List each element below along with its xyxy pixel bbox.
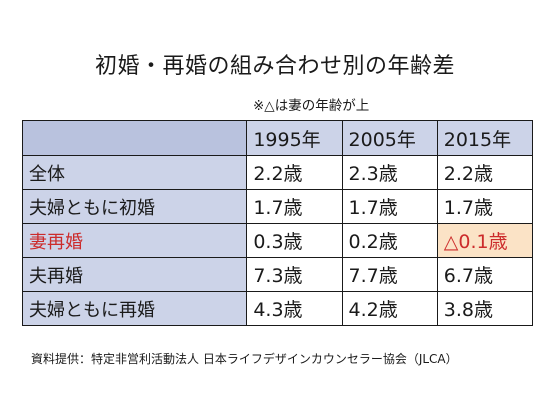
table-row: 夫婦ともに再婚 4.3歳 4.2歳 3.8歳 [21, 291, 534, 326]
table-cell: 2.2歳 [246, 155, 343, 190]
table-cell: 1.7歳 [341, 189, 438, 224]
table-row: 全体 2.2歳 2.3歳 2.2歳 [21, 155, 534, 190]
footnote-note: ※△は妻の年齢が上 [253, 98, 370, 114]
table-cell: 4.2歳 [341, 291, 438, 326]
table-row: 妻再婚 0.3歳 0.2歳 △0.1歳 [21, 223, 534, 258]
table-cell: 0.3歳 [246, 223, 343, 258]
row-label: 全体 [21, 155, 248, 190]
row-label: 夫再婚 [21, 257, 248, 292]
table-row: 夫再婚 7.3歳 7.7歳 6.7歳 [21, 257, 534, 292]
row-label: 夫婦ともに初婚 [21, 189, 248, 224]
table-cell: 3.8歳 [436, 291, 534, 326]
table-cell: 0.2歳 [341, 223, 438, 258]
table-cell: 1.7歳 [436, 189, 534, 224]
highlighted-cell: △0.1歳 [436, 223, 534, 258]
table-cell: 4.3歳 [246, 291, 343, 326]
table-cell: 2.2歳 [436, 155, 534, 190]
table-header-row: 1995年 2005年 2015年 [21, 120, 534, 156]
table-cell: 6.7歳 [436, 257, 534, 292]
page-title: 初婚・再婚の組み合わせ別の年齢差 [94, 54, 455, 79]
table-row: 夫婦ともに初婚 1.7歳 1.7歳 1.7歳 [21, 189, 534, 224]
table-cell: 7.7歳 [341, 257, 438, 292]
row-label: 夫婦ともに再婚 [21, 291, 248, 326]
table-cell: 1.7歳 [246, 189, 343, 224]
table-cell: 2.3歳 [341, 155, 438, 190]
age-difference-table: 1995年 2005年 2015年 全体 2.2歳 2.3歳 2.2歳 夫婦とも… [21, 120, 534, 326]
source-credit: 資料提供：特定非営利活動法人 日本ライフデザインカウンセラー協会（JLCA） [31, 352, 458, 366]
table-corner-cell [21, 120, 248, 156]
column-header-2015: 2015年 [436, 120, 534, 156]
row-label-highlighted: 妻再婚 [21, 223, 248, 258]
column-header-2005: 2005年 [341, 120, 438, 156]
column-header-1995: 1995年 [246, 120, 343, 156]
table-cell: 7.3歳 [246, 257, 343, 292]
